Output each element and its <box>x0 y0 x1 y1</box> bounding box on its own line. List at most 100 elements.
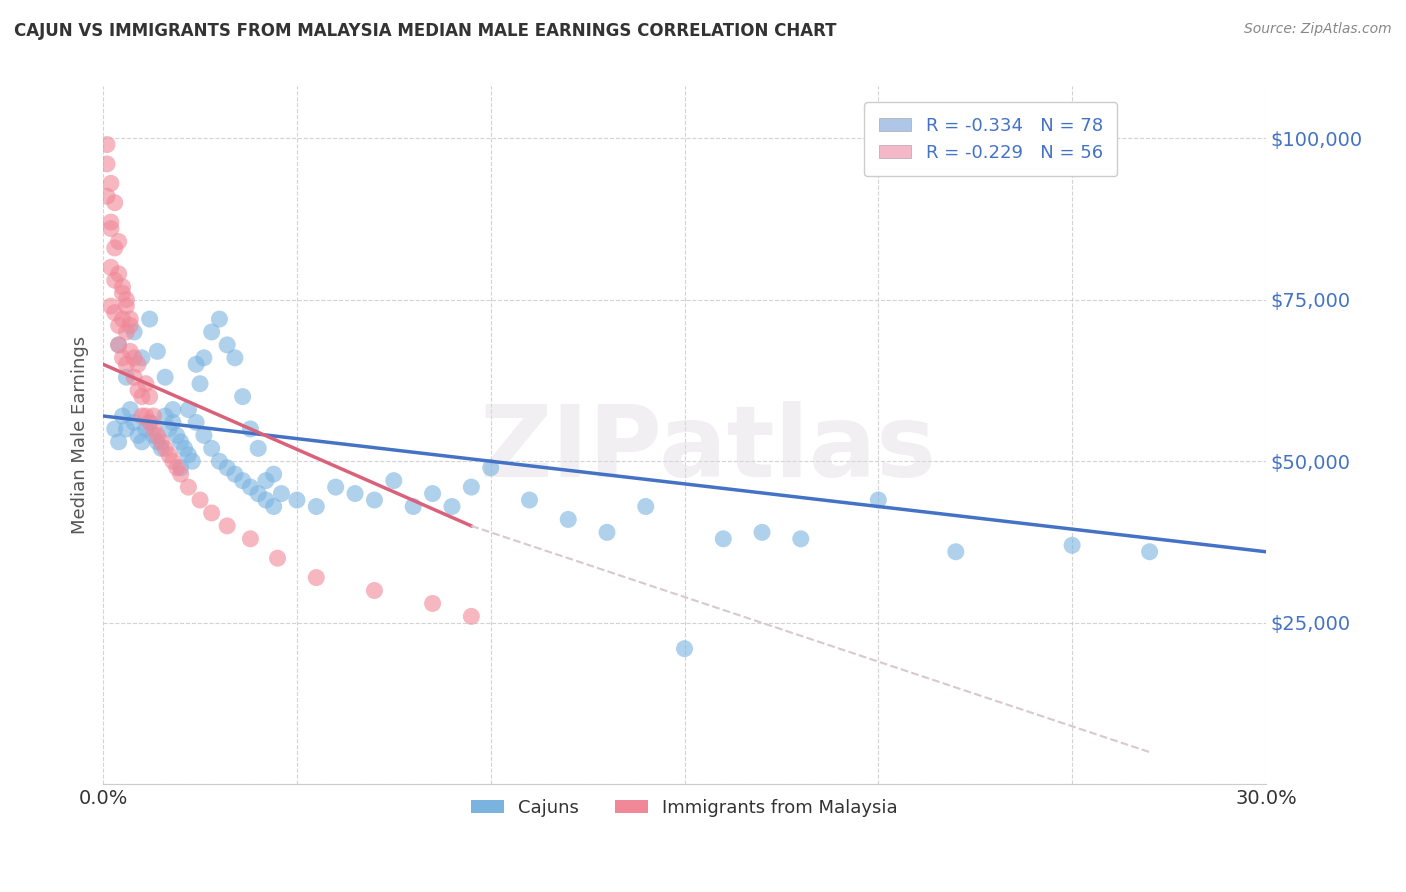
Point <box>120 312 142 326</box>
Point <box>100 221 122 235</box>
Point <box>111 286 134 301</box>
Point <box>239 532 262 546</box>
Point <box>188 493 211 508</box>
Point <box>344 486 367 500</box>
Point <box>270 486 292 500</box>
Point <box>111 279 134 293</box>
Point <box>790 532 813 546</box>
Point <box>557 512 579 526</box>
Point <box>363 583 385 598</box>
Point <box>100 299 122 313</box>
Point <box>232 474 254 488</box>
Point <box>107 338 129 352</box>
Point <box>181 454 204 468</box>
Point <box>673 641 696 656</box>
Point <box>188 376 211 391</box>
Point <box>138 390 160 404</box>
Point <box>146 434 169 449</box>
Point <box>868 493 890 508</box>
Point <box>122 416 145 430</box>
Point <box>1062 538 1084 552</box>
Point <box>402 500 425 514</box>
Point <box>173 442 195 456</box>
Point <box>104 273 127 287</box>
Point <box>162 454 184 468</box>
Point <box>208 312 231 326</box>
Point <box>157 448 180 462</box>
Point <box>239 480 262 494</box>
Point <box>115 293 138 307</box>
Point <box>150 434 173 449</box>
Point <box>104 241 127 255</box>
Point <box>111 409 134 423</box>
Point <box>138 312 160 326</box>
Point <box>460 480 482 494</box>
Point <box>120 344 142 359</box>
Point <box>596 525 619 540</box>
Point <box>239 422 262 436</box>
Text: Source: ZipAtlas.com: Source: ZipAtlas.com <box>1244 22 1392 37</box>
Point <box>153 409 176 423</box>
Point <box>146 428 169 442</box>
Point <box>120 402 142 417</box>
Point <box>115 299 138 313</box>
Point <box>104 195 127 210</box>
Point <box>254 474 277 488</box>
Point <box>135 409 157 423</box>
Point <box>135 422 157 436</box>
Legend: Cajuns, Immigrants from Malaysia: Cajuns, Immigrants from Malaysia <box>464 792 905 824</box>
Point <box>115 370 138 384</box>
Point <box>217 338 239 352</box>
Point <box>96 137 118 152</box>
Point <box>142 422 165 436</box>
Text: CAJUN VS IMMIGRANTS FROM MALAYSIA MEDIAN MALE EARNINGS CORRELATION CHART: CAJUN VS IMMIGRANTS FROM MALAYSIA MEDIAN… <box>14 22 837 40</box>
Point <box>422 597 444 611</box>
Point <box>263 500 285 514</box>
Point <box>107 267 129 281</box>
Point <box>157 422 180 436</box>
Point <box>224 467 246 482</box>
Point <box>142 428 165 442</box>
Point <box>169 460 191 475</box>
Point <box>115 325 138 339</box>
Point <box>186 416 208 430</box>
Point <box>138 416 160 430</box>
Point <box>247 486 270 500</box>
Point <box>325 480 347 494</box>
Point <box>634 500 657 514</box>
Point <box>305 571 328 585</box>
Point <box>232 390 254 404</box>
Point <box>177 480 200 494</box>
Point <box>305 500 328 514</box>
Point <box>150 442 173 456</box>
Point <box>186 357 208 371</box>
Point <box>162 402 184 417</box>
Point <box>382 474 405 488</box>
Point <box>201 442 224 456</box>
Point <box>193 351 215 365</box>
Point <box>519 493 541 508</box>
Point <box>131 434 153 449</box>
Point <box>266 551 288 566</box>
Point <box>217 519 239 533</box>
Point <box>751 525 773 540</box>
Text: ZIPatlas: ZIPatlas <box>479 401 936 498</box>
Point <box>285 493 308 508</box>
Point <box>247 442 270 456</box>
Point <box>131 409 153 423</box>
Point <box>104 422 127 436</box>
Point <box>208 454 231 468</box>
Point <box>96 157 118 171</box>
Point <box>440 500 463 514</box>
Point <box>100 215 122 229</box>
Point <box>479 460 502 475</box>
Point <box>115 422 138 436</box>
Point <box>100 260 122 275</box>
Point <box>146 344 169 359</box>
Point <box>107 434 129 449</box>
Point <box>166 428 188 442</box>
Point <box>122 370 145 384</box>
Point <box>127 357 149 371</box>
Point <box>254 493 277 508</box>
Point <box>107 338 129 352</box>
